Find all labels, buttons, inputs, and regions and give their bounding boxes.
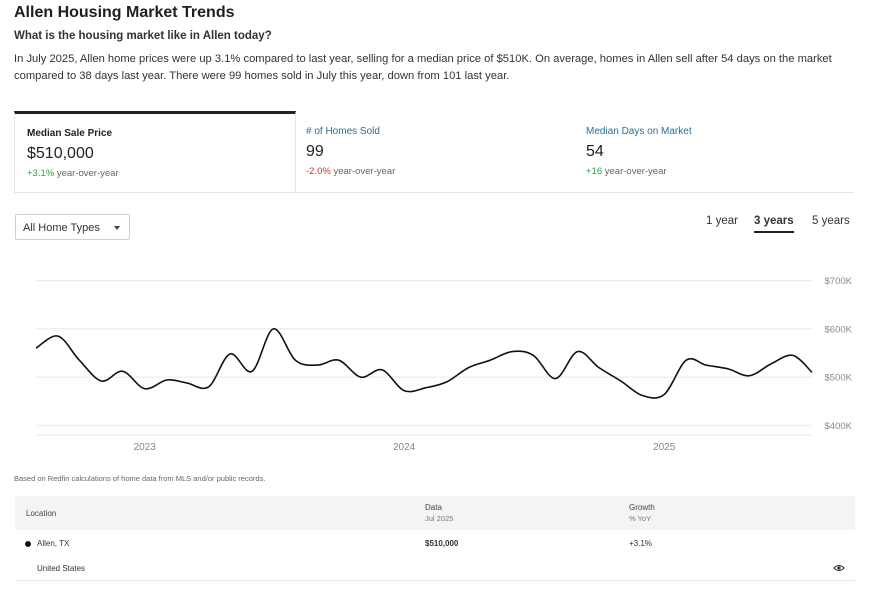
y-tick-label: $400K [825,421,853,432]
tab-label: Median Sale Price [27,128,113,139]
header-location: Location [26,509,57,518]
eye-icon[interactable] [833,564,845,572]
data-point[interactable] [121,369,125,373]
data-point[interactable] [810,370,814,374]
y-tick-labels: $700K $600K $500K $400K [825,276,853,432]
data-point[interactable] [597,365,601,369]
tab-change: +16 year-over-year [586,166,667,177]
data-point[interactable] [553,377,557,381]
y-tick-label: $600K [825,324,853,335]
range-3-years-button[interactable]: 3 years [754,215,794,233]
tab-change: +3.1% year-over-year [27,168,119,179]
table-row: United States [15,555,855,581]
data-point[interactable] [402,389,406,393]
header-growth-sub: % YoY [629,514,652,523]
data-point[interactable] [704,363,708,367]
data-point[interactable] [531,353,535,357]
header-growth: Growth % YoY [629,503,655,523]
data-point[interactable] [34,346,38,350]
range-5-years-button[interactable]: 5 years [812,215,850,227]
data-point[interactable] [185,381,189,385]
change-value: +16 [586,166,603,177]
data-point[interactable] [424,386,428,390]
x-tick-labels: 2023 2024 2025 [134,442,676,453]
row-location: Allen, TX [37,539,70,548]
series-line-allen [35,328,813,399]
change-suffix: year-over-year [333,166,396,177]
tab-median-sale-price[interactable]: Median Sale Price $510,000 +3.1% year-ov… [14,111,296,192]
tab-homes-sold[interactable]: # of Homes Sold 99 -2.0% year-over-year [294,112,574,191]
data-point[interactable] [619,379,623,383]
range-1-year-button[interactable]: 1 year [706,215,738,227]
home-type-dropdown[interactable]: All Home Types [15,214,130,240]
data-point[interactable] [143,387,147,391]
header-data-label: Data [425,503,442,512]
table-row: Allen, TX $510,000 +3.1% [15,530,855,555]
change-value: +3.1% [27,168,55,179]
series-dot-icon [25,541,31,547]
y-tick-label: $700K [825,276,853,287]
market-description: In July 2025, Allen home prices were up … [14,53,832,82]
row-location: United States [37,564,86,573]
data-point[interactable] [337,358,341,362]
data-point[interactable] [747,374,751,378]
data-point[interactable] [380,368,384,372]
data-point[interactable] [165,378,169,382]
data-point[interactable] [56,334,60,338]
data-point[interactable] [315,363,319,367]
page-subtitle: What is the housing market like in Allen… [14,30,272,42]
data-point[interactable] [77,358,81,362]
page-title: Allen Housing Market Trends [14,4,235,21]
data-point[interactable] [445,380,449,384]
metric-tabs: Median Sale Price $510,000 +3.1% year-ov… [14,111,854,193]
data-point[interactable] [99,379,103,383]
header-data: Data Jul 2025 [425,503,453,523]
data-point[interactable] [228,352,232,356]
data-point[interactable] [488,358,492,362]
header-data-sub: Jul 2025 [425,514,454,523]
data-point[interactable] [791,353,795,357]
data-point[interactable] [662,392,666,396]
tab-value: 99 [306,143,324,160]
x-tick-label: 2024 [393,442,416,453]
data-point[interactable] [510,350,514,354]
change-suffix: year-over-year [604,166,667,177]
header-growth-label: Growth [629,503,655,512]
data-point[interactable] [726,367,730,371]
tab-label: # of Homes Sold [306,126,380,137]
data-point[interactable] [271,327,275,331]
median-price-chart: $700K $600K $500K $400K 2023 2024 2025 [34,276,853,453]
row-growth: +3.1% [629,539,652,548]
row-data: $510,000 [425,539,459,548]
tab-change: -2.0% year-over-year [306,166,395,177]
tab-label: Median Days on Market [586,126,692,137]
data-point[interactable] [467,365,471,369]
tab-value: $510,000 [27,145,94,162]
data-point[interactable] [769,362,773,366]
data-point[interactable] [250,369,254,373]
x-tick-label: 2023 [134,442,157,453]
data-point[interactable] [640,393,644,397]
series-layer [34,327,814,399]
tab-days-on-market[interactable]: Median Days on Market 54 +16 year-over-y… [574,112,854,191]
data-point[interactable] [359,375,363,379]
tab-value: 54 [586,143,604,160]
comparison-table: Location Data Jul 2025 Growth % YoY Allen,… [15,496,855,581]
footnote: Based on Redfin calculations of home dat… [14,474,266,483]
data-point[interactable] [575,350,579,354]
y-tick-label: $500K [825,373,853,384]
table-header: Location Data Jul 2025 Growth % YoY [15,496,855,530]
data-point[interactable] [684,358,688,362]
change-suffix: year-over-year [56,168,119,179]
grid-layer [36,280,812,436]
change-value: -2.0% [306,166,331,177]
x-tick-label: 2025 [653,442,676,453]
data-point[interactable] [293,358,297,362]
data-point[interactable] [207,385,211,389]
dropdown-label: All Home Types [23,222,100,234]
caret-down-icon [114,226,120,230]
